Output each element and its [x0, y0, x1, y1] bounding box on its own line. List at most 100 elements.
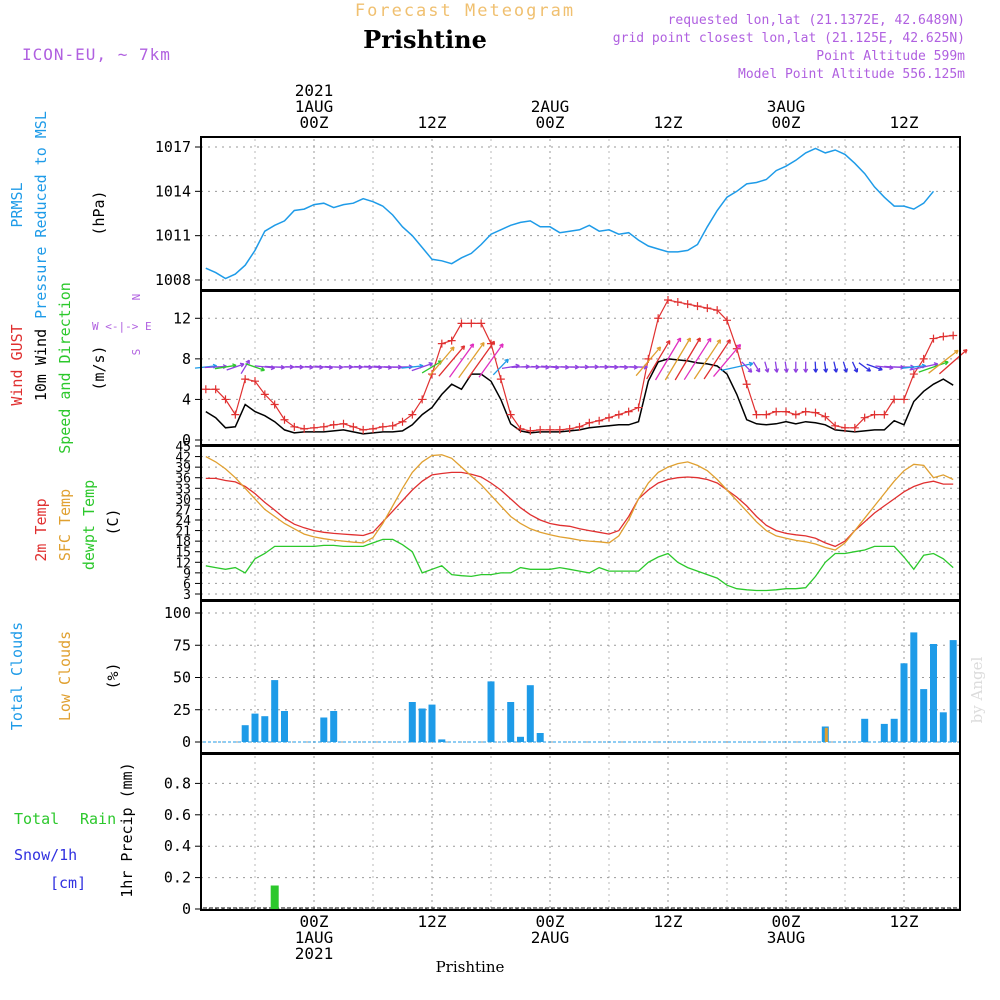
y-tick-label: 3: [183, 588, 191, 603]
gust-marker: [664, 296, 672, 305]
gust-marker: [369, 424, 377, 433]
precip-frame: [200, 753, 961, 911]
gust-marker: [447, 336, 456, 345]
y-tick-label: 0.8: [164, 774, 191, 792]
y-tick-label: 15: [175, 546, 191, 561]
2m-temp-line: [205, 471, 954, 548]
gust-marker: [418, 395, 427, 404]
y-tick-label: 9: [183, 567, 191, 582]
total-cloud-bar: [271, 680, 279, 742]
time-label: 2AUG: [531, 97, 570, 116]
wind-direction-arrow: [866, 363, 883, 371]
total-cloud-bar: [890, 718, 898, 742]
wind-direction-arrow: [478, 343, 504, 378]
gust-marker: [231, 410, 240, 419]
pressure-frame: [200, 136, 961, 291]
gust-marker: [349, 422, 358, 431]
gust-marker: [841, 423, 849, 432]
gust-marker: [201, 385, 210, 394]
wind-direction-arrow: [674, 337, 701, 381]
wind-speed-line: [205, 358, 954, 435]
wind-direction-arrow: [764, 361, 770, 373]
wind-panel: 0 4 8 12: [173, 296, 968, 449]
wind-direction-arrow: [492, 358, 509, 376]
gust-marker: [801, 407, 810, 416]
total-cloud-bar: [438, 739, 446, 742]
wind-direction-arrow: [458, 342, 485, 379]
total-cloud-bar: [930, 644, 937, 742]
wind-direction-arrow: [429, 346, 455, 377]
total-cloud-bar: [880, 723, 888, 742]
gust-marker: [241, 375, 250, 384]
model-label: ICON-EU, ~ 7km: [22, 45, 171, 64]
clouds-label: Total Clouds: [8, 622, 26, 730]
low-cloud-bar: [824, 727, 828, 742]
time-label: 1AUG: [295, 97, 334, 116]
y-tick-label: 36: [175, 472, 191, 487]
gust-marker: [339, 419, 348, 428]
wind-direction-arrow: [752, 361, 761, 373]
gust-marker: [949, 331, 958, 340]
total-cloud-bar: [330, 711, 338, 742]
y-tick-label: 1008: [155, 271, 191, 289]
gust-marker: [477, 319, 486, 328]
y-tick-label: 8: [182, 350, 191, 368]
gridlines: [201, 139, 960, 910]
gust-marker: [762, 410, 771, 419]
gust-marker: [605, 413, 613, 422]
y-tick-label: 0: [182, 733, 191, 751]
gust-marker: [782, 407, 790, 416]
gust-marker: [565, 424, 574, 433]
gust-marker: [300, 424, 309, 433]
time-label: 00Z: [772, 113, 801, 132]
wind-direction-arrow: [703, 339, 731, 380]
temp-unit: (C): [104, 508, 122, 535]
compass-north: N: [130, 294, 143, 301]
wind-direction-arrow: [411, 362, 434, 372]
pressure-label: PRMSL: [8, 182, 26, 227]
compass-south: S: [130, 349, 143, 356]
wind-label: Wind GUST: [8, 324, 26, 405]
y-tick-label: 33: [175, 482, 191, 497]
y-tick-label: 12: [173, 309, 191, 327]
wind-direction-arrow: [438, 345, 466, 377]
gust-marker: [310, 423, 318, 432]
gust-marker: [624, 407, 633, 416]
time-label: 3AUG: [767, 928, 806, 947]
gust-marker: [860, 413, 869, 422]
y-tick-label: 1014: [155, 182, 191, 200]
wind-direction-arrow: [664, 337, 691, 381]
gust-marker: [496, 375, 505, 384]
wind-direction-arrow: [635, 346, 662, 377]
time-label: 12Z: [418, 113, 447, 132]
gust-marker: [880, 410, 889, 419]
time-label: 00Z: [772, 912, 801, 931]
gust-marker: [870, 410, 879, 419]
gust-marker: [516, 424, 525, 433]
gust-marker: [270, 400, 279, 409]
point-altitude: Point Altitude 599m: [816, 49, 965, 64]
y-tick-label: 50: [173, 669, 191, 687]
precip-unit: 1hr Precip (mm): [118, 762, 136, 897]
total-cloud-bar: [418, 708, 426, 742]
gust-marker: [437, 339, 446, 348]
model-altitude: Model Point Altitude 556.125m: [738, 67, 965, 82]
gust-marker: [772, 407, 781, 416]
wind-direction-arrow: [646, 340, 671, 380]
total-cloud-bar: [920, 689, 928, 742]
temp-label: SFC Temp: [56, 489, 74, 561]
gust-marker: [752, 410, 761, 419]
wind-direction-arrow: [713, 343, 742, 378]
gust-marker: [329, 420, 338, 429]
gust-marker: [850, 423, 859, 432]
y-tick-label: 0.4: [164, 837, 191, 855]
wind-direction-arrow: [245, 363, 265, 372]
time-label: 2AUG: [531, 928, 570, 947]
precip-panel: 0 0.2 0.4 0.6 0.8: [164, 774, 960, 918]
wind-unit: (m/s): [90, 345, 108, 390]
total-cloud-bar: [261, 716, 269, 742]
gust-marker: [791, 410, 800, 419]
